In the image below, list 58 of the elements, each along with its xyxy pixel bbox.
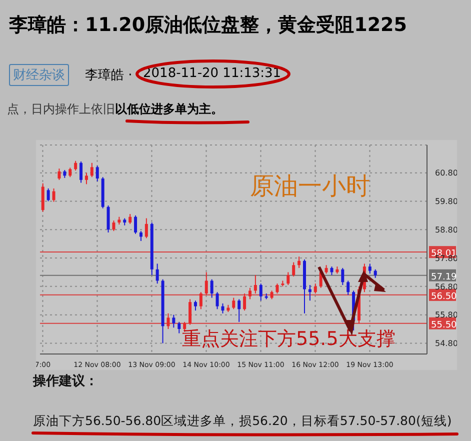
candlestick <box>74 160 78 172</box>
candlestick <box>52 188 56 202</box>
candlestick <box>341 267 344 286</box>
candlestick <box>106 204 110 233</box>
candlestick <box>166 312 170 330</box>
candlestick <box>199 292 202 310</box>
candlestick <box>248 287 252 300</box>
ref-line-label: 57.19 <box>431 272 458 282</box>
candlestick <box>96 165 99 182</box>
y-tick-label: 60.80 <box>435 168 458 178</box>
candlestick <box>346 280 350 296</box>
candlestick <box>80 160 83 184</box>
candlestick <box>172 314 176 328</box>
text: 2018-11-20 11:13:31 <box>143 66 282 81</box>
candlestick <box>156 263 159 284</box>
candlestick <box>144 218 148 239</box>
candlestick <box>178 321 181 334</box>
candlestick <box>84 172 88 185</box>
y-tick-label: 59.80 <box>435 197 458 206</box>
candlestick <box>221 302 224 314</box>
y-tick-label: 55.80 <box>435 310 458 320</box>
candlestick <box>58 168 61 180</box>
candlestick <box>139 230 142 242</box>
text: 原油下方56.50-56.80区域进多单，损56.20，目标看57.50-57.80(短线) <box>33 413 452 430</box>
candlestick <box>298 256 301 268</box>
candlestick <box>46 188 50 202</box>
candlestick <box>90 162 94 178</box>
candlestick <box>112 220 116 232</box>
y-tick-label: 56.80 <box>435 282 458 292</box>
text: 操作建议： <box>33 372 98 390</box>
y-tick-label: 58.80 <box>435 225 458 234</box>
candlestick <box>238 298 241 322</box>
candlestick <box>68 167 72 178</box>
candlestick <box>41 182 44 212</box>
text: 以低位进多单为主。 <box>115 102 223 116</box>
candlestick <box>314 283 317 294</box>
candlestick <box>216 292 219 310</box>
text: 李璋皓 · <box>85 67 132 84</box>
candlestick <box>292 262 296 277</box>
candlestick <box>194 300 197 312</box>
candlestick <box>204 272 208 296</box>
candlestick <box>128 214 132 224</box>
candlestick <box>188 298 192 326</box>
text: 点，日内操作上依旧 <box>7 102 115 116</box>
y-tick-label: 54.80 <box>435 339 458 348</box>
candlestick <box>210 278 214 298</box>
candlestick <box>254 274 257 294</box>
candlestick <box>286 272 290 286</box>
candlestick <box>243 293 246 312</box>
candlestick <box>276 283 279 294</box>
annotation: 重点关注下方55.5大支撑 <box>182 327 396 352</box>
chart-title: 李璋皓：11.20原油低位盘整，黄金受阻1225 <box>9 13 407 38</box>
candlestick <box>232 297 236 310</box>
candlestick <box>259 283 262 302</box>
candlestick <box>368 263 372 274</box>
annotation: 原油一小时 <box>250 171 370 202</box>
candlestick <box>134 214 138 234</box>
text: 财经杂谈 <box>9 64 69 86</box>
